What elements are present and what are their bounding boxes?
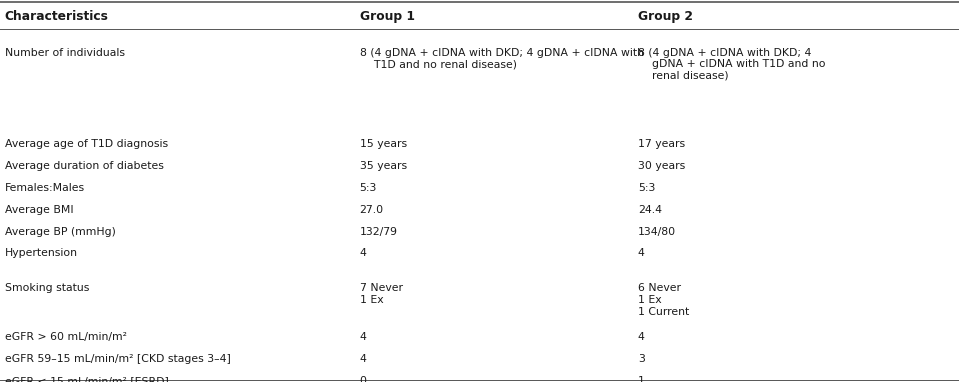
Text: Females:Males: Females:Males <box>5 183 85 193</box>
Text: eGFR > 60 mL/min/m²: eGFR > 60 mL/min/m² <box>5 332 127 342</box>
Text: 15 years: 15 years <box>360 139 407 149</box>
Text: Average BP (mmHg): Average BP (mmHg) <box>5 227 116 236</box>
Text: 6 Never
1 Ex
1 Current: 6 Never 1 Ex 1 Current <box>638 283 689 317</box>
Text: Group 1: Group 1 <box>360 10 414 23</box>
Text: 4: 4 <box>638 248 644 258</box>
Text: 0: 0 <box>360 376 366 382</box>
Text: 4: 4 <box>360 332 366 342</box>
Text: Average BMI: Average BMI <box>5 205 74 215</box>
Text: 5:3: 5:3 <box>638 183 655 193</box>
Text: 7 Never
1 Ex: 7 Never 1 Ex <box>360 283 403 305</box>
Text: 30 years: 30 years <box>638 161 685 171</box>
Text: Smoking status: Smoking status <box>5 283 89 293</box>
Text: eGFR < 15 mL/min/m² [ESRD]: eGFR < 15 mL/min/m² [ESRD] <box>5 376 169 382</box>
Text: Hypertension: Hypertension <box>5 248 78 258</box>
Text: Number of individuals: Number of individuals <box>5 48 125 58</box>
Text: 4: 4 <box>638 332 644 342</box>
Text: 134/80: 134/80 <box>638 227 676 236</box>
Text: 3: 3 <box>638 354 644 364</box>
Text: 17 years: 17 years <box>638 139 685 149</box>
Text: 1: 1 <box>638 376 644 382</box>
Text: Characteristics: Characteristics <box>5 10 108 23</box>
Text: eGFR 59–15 mL/min/m² [CKD stages 3–4]: eGFR 59–15 mL/min/m² [CKD stages 3–4] <box>5 354 231 364</box>
Text: 5:3: 5:3 <box>360 183 377 193</box>
Text: 35 years: 35 years <box>360 161 407 171</box>
Text: Average age of T1D diagnosis: Average age of T1D diagnosis <box>5 139 168 149</box>
Text: 4: 4 <box>360 354 366 364</box>
Text: 27.0: 27.0 <box>360 205 384 215</box>
Text: 8 (4 gDNA + cIDNA with DKD; 4 gDNA + cIDNA with
    T1D and no renal disease): 8 (4 gDNA + cIDNA with DKD; 4 gDNA + cID… <box>360 48 643 70</box>
Text: 24.4: 24.4 <box>638 205 662 215</box>
Text: 4: 4 <box>360 248 366 258</box>
Text: Group 2: Group 2 <box>638 10 692 23</box>
Text: 132/79: 132/79 <box>360 227 398 236</box>
Text: 8 (4 gDNA + cIDNA with DKD; 4
    gDNA + cIDNA with T1D and no
    renal disease: 8 (4 gDNA + cIDNA with DKD; 4 gDNA + cID… <box>638 48 826 81</box>
Text: Average duration of diabetes: Average duration of diabetes <box>5 161 164 171</box>
